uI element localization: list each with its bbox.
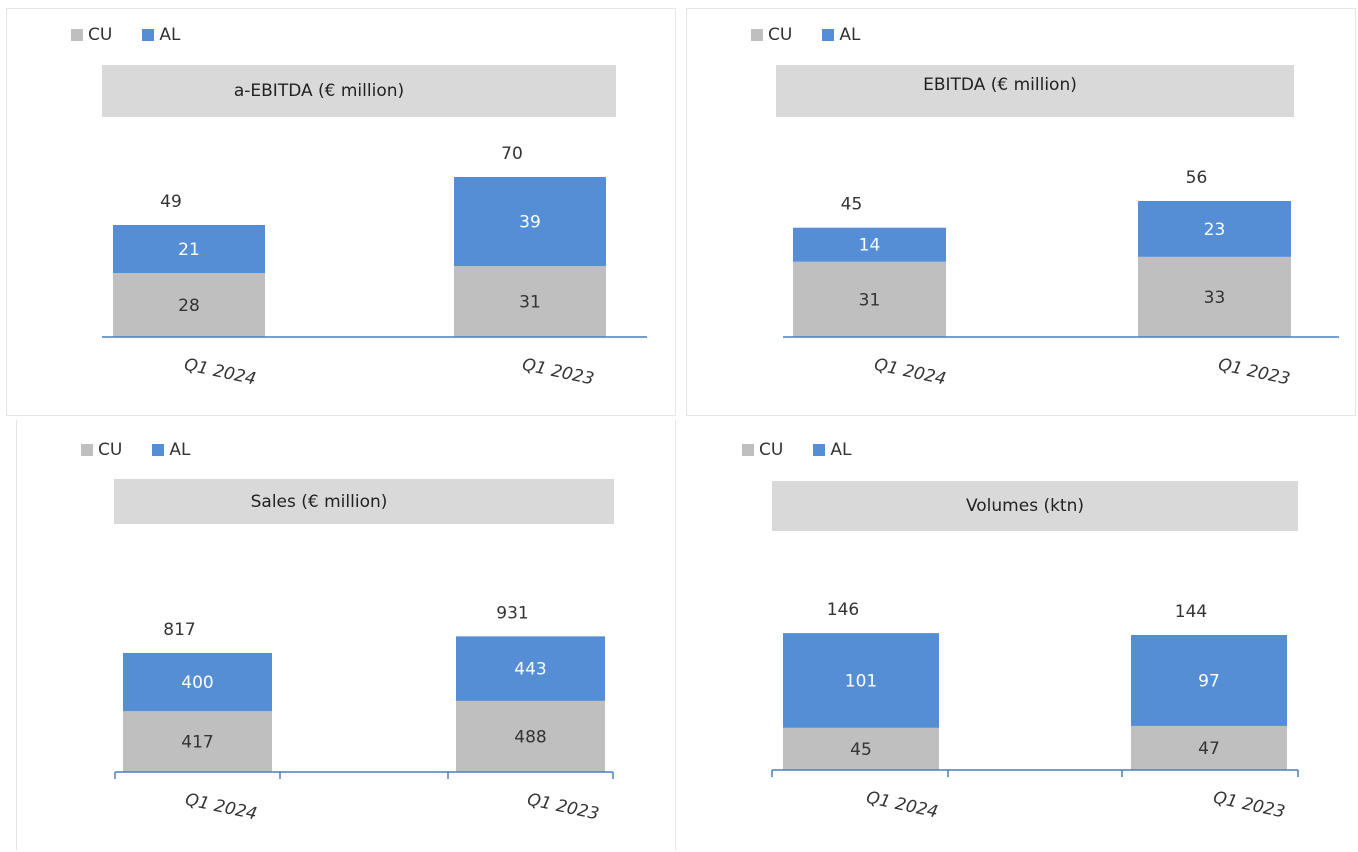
legend-item-al: AL [152, 440, 190, 460]
chart-title-box: EBITDA (€ million) [776, 65, 1294, 117]
x-tick-label-1: Q1 2024 [872, 355, 947, 390]
chart-legend: CU AL [742, 440, 881, 460]
x-tick-label-1: Q1 2024 [864, 788, 939, 823]
legend-label-al: AL [830, 440, 852, 460]
x-tick-label-2: Q1 2023 [525, 790, 600, 825]
legend-label-cu: CU [88, 25, 113, 45]
legend-item-al: AL [813, 440, 851, 460]
bar-al-1 [793, 227, 946, 262]
data-label-cu-1: 45 [850, 740, 872, 760]
x-tick-label-2: Q1 2023 [520, 355, 595, 390]
data-label-cu-1: 31 [859, 290, 881, 310]
chart-plot: 45 101 146 Q1 2024 47 97 144 Q1 2023 [771, 600, 1299, 823]
chart-panel-sales: CU AL Sales (€ million) 417 400 817 Q1 2024… [16, 420, 676, 850]
chart-title: a-EBITDA (€ million) [233, 81, 405, 101]
legend-label-al: AL [159, 25, 181, 45]
data-label-al-1: 400 [181, 673, 213, 693]
chart-panel-volumes: CU AL Volumes (ktn) 45 101 146 Q1 2024 47 97 1… [676, 420, 1358, 850]
total-label-2: 144 [1175, 602, 1207, 622]
chart-title: Sales (€ million) [250, 491, 388, 512]
data-label-al-1: 101 [845, 671, 877, 691]
bar-cu-2 [1131, 725, 1287, 770]
legend-label-cu: CU [759, 440, 784, 460]
x-tick-label-1: Q1 2024 [182, 355, 257, 390]
legend-swatch-al [152, 444, 165, 456]
data-label-cu-1: 28 [178, 296, 200, 316]
data-label-cu-2: 47 [1198, 739, 1220, 759]
data-label-al-1: 14 [859, 236, 881, 256]
legend-item-cu: CU [742, 440, 783, 460]
legend-swatch-al [813, 444, 826, 456]
chart-panel-ebitda: CU AL EBITDA (€ million) 31 14 45 Q1 2024 33… [686, 8, 1356, 416]
chart-legend: CU AL [71, 25, 210, 45]
chart-title-box: Volumes (ktn) [772, 481, 1298, 531]
legend-label-al: AL [839, 25, 861, 45]
chart-title-box: Sales (€ million) [114, 479, 614, 524]
legend-label-cu: CU [768, 25, 793, 45]
data-label-al-2: 23 [1204, 220, 1226, 240]
bar-al-1 [123, 652, 272, 712]
legend-swatch-al [142, 29, 155, 41]
x-tick-label-2: Q1 2023 [1216, 355, 1291, 390]
data-label-cu-2: 31 [519, 293, 541, 313]
legend-swatch-al [822, 29, 835, 41]
chart-legend: CU AL [81, 440, 220, 460]
bar-al-2 [456, 636, 605, 701]
legend-item-cu: CU [751, 25, 792, 45]
x-tick-label-1: Q1 2024 [183, 790, 258, 825]
bar-cu-1 [783, 727, 939, 770]
chart-plot: 417 400 817 Q1 2024 488 443 931 Q1 2023 [114, 603, 614, 825]
chart-title-box: a-EBITDA (€ million) [102, 65, 616, 117]
bar-cu-1 [123, 711, 272, 772]
legend-label-al: AL [169, 440, 191, 460]
total-label-1: 49 [160, 192, 182, 212]
bar-al-1 [113, 225, 265, 274]
legend-swatch-cu [742, 444, 754, 456]
bar-cu-1 [793, 261, 946, 337]
total-label-1: 45 [841, 195, 863, 215]
legend-swatch-cu [81, 444, 93, 456]
legend-swatch-cu [751, 29, 763, 41]
data-label-al-1: 21 [178, 240, 200, 260]
bar-cu-2 [456, 700, 605, 772]
bar-al-2 [1138, 200, 1291, 257]
chart-title: EBITDA (€ million) [923, 75, 1077, 95]
data-label-cu-2: 33 [1204, 288, 1226, 308]
chart-plot: 28 21 49 Q1 2024 31 39 70 Q1 2023 [102, 144, 647, 390]
legend-item-cu: CU [81, 440, 122, 460]
data-label-cu-2: 488 [514, 727, 546, 747]
chart-panel-a-ebitda: CU AL a-EBITDA (€ million) 28 21 49 Q1 2024… [6, 8, 676, 416]
bar-cu-2 [1138, 256, 1291, 337]
legend-item-al: AL [142, 25, 180, 45]
total-label-2: 56 [1186, 168, 1208, 188]
data-label-al-2: 39 [519, 213, 541, 233]
chart-legend: CU AL [751, 25, 890, 45]
total-label-2: 70 [501, 144, 523, 164]
legend-label-cu: CU [98, 440, 123, 460]
bar-cu-1 [113, 273, 265, 337]
legend-item-al: AL [822, 25, 860, 45]
bar-cu-2 [454, 266, 606, 337]
total-label-1: 817 [163, 620, 195, 640]
bar-al-1 [783, 633, 939, 728]
chart-title: Volumes (ktn) [965, 496, 1085, 516]
total-label-1: 146 [827, 600, 859, 620]
legend-swatch-cu [71, 29, 83, 41]
data-label-al-2: 443 [514, 660, 546, 680]
legend-item-cu: CU [71, 25, 112, 45]
total-label-2: 931 [496, 603, 528, 623]
chart-plot: 31 14 45 Q1 2024 33 23 56 Q1 2023 [783, 168, 1339, 390]
data-label-al-2: 97 [1198, 671, 1220, 691]
bar-al-2 [1131, 635, 1287, 726]
bar-al-2 [454, 177, 606, 267]
x-tick-label-2: Q1 2023 [1211, 788, 1286, 823]
data-label-cu-1: 417 [181, 733, 213, 753]
